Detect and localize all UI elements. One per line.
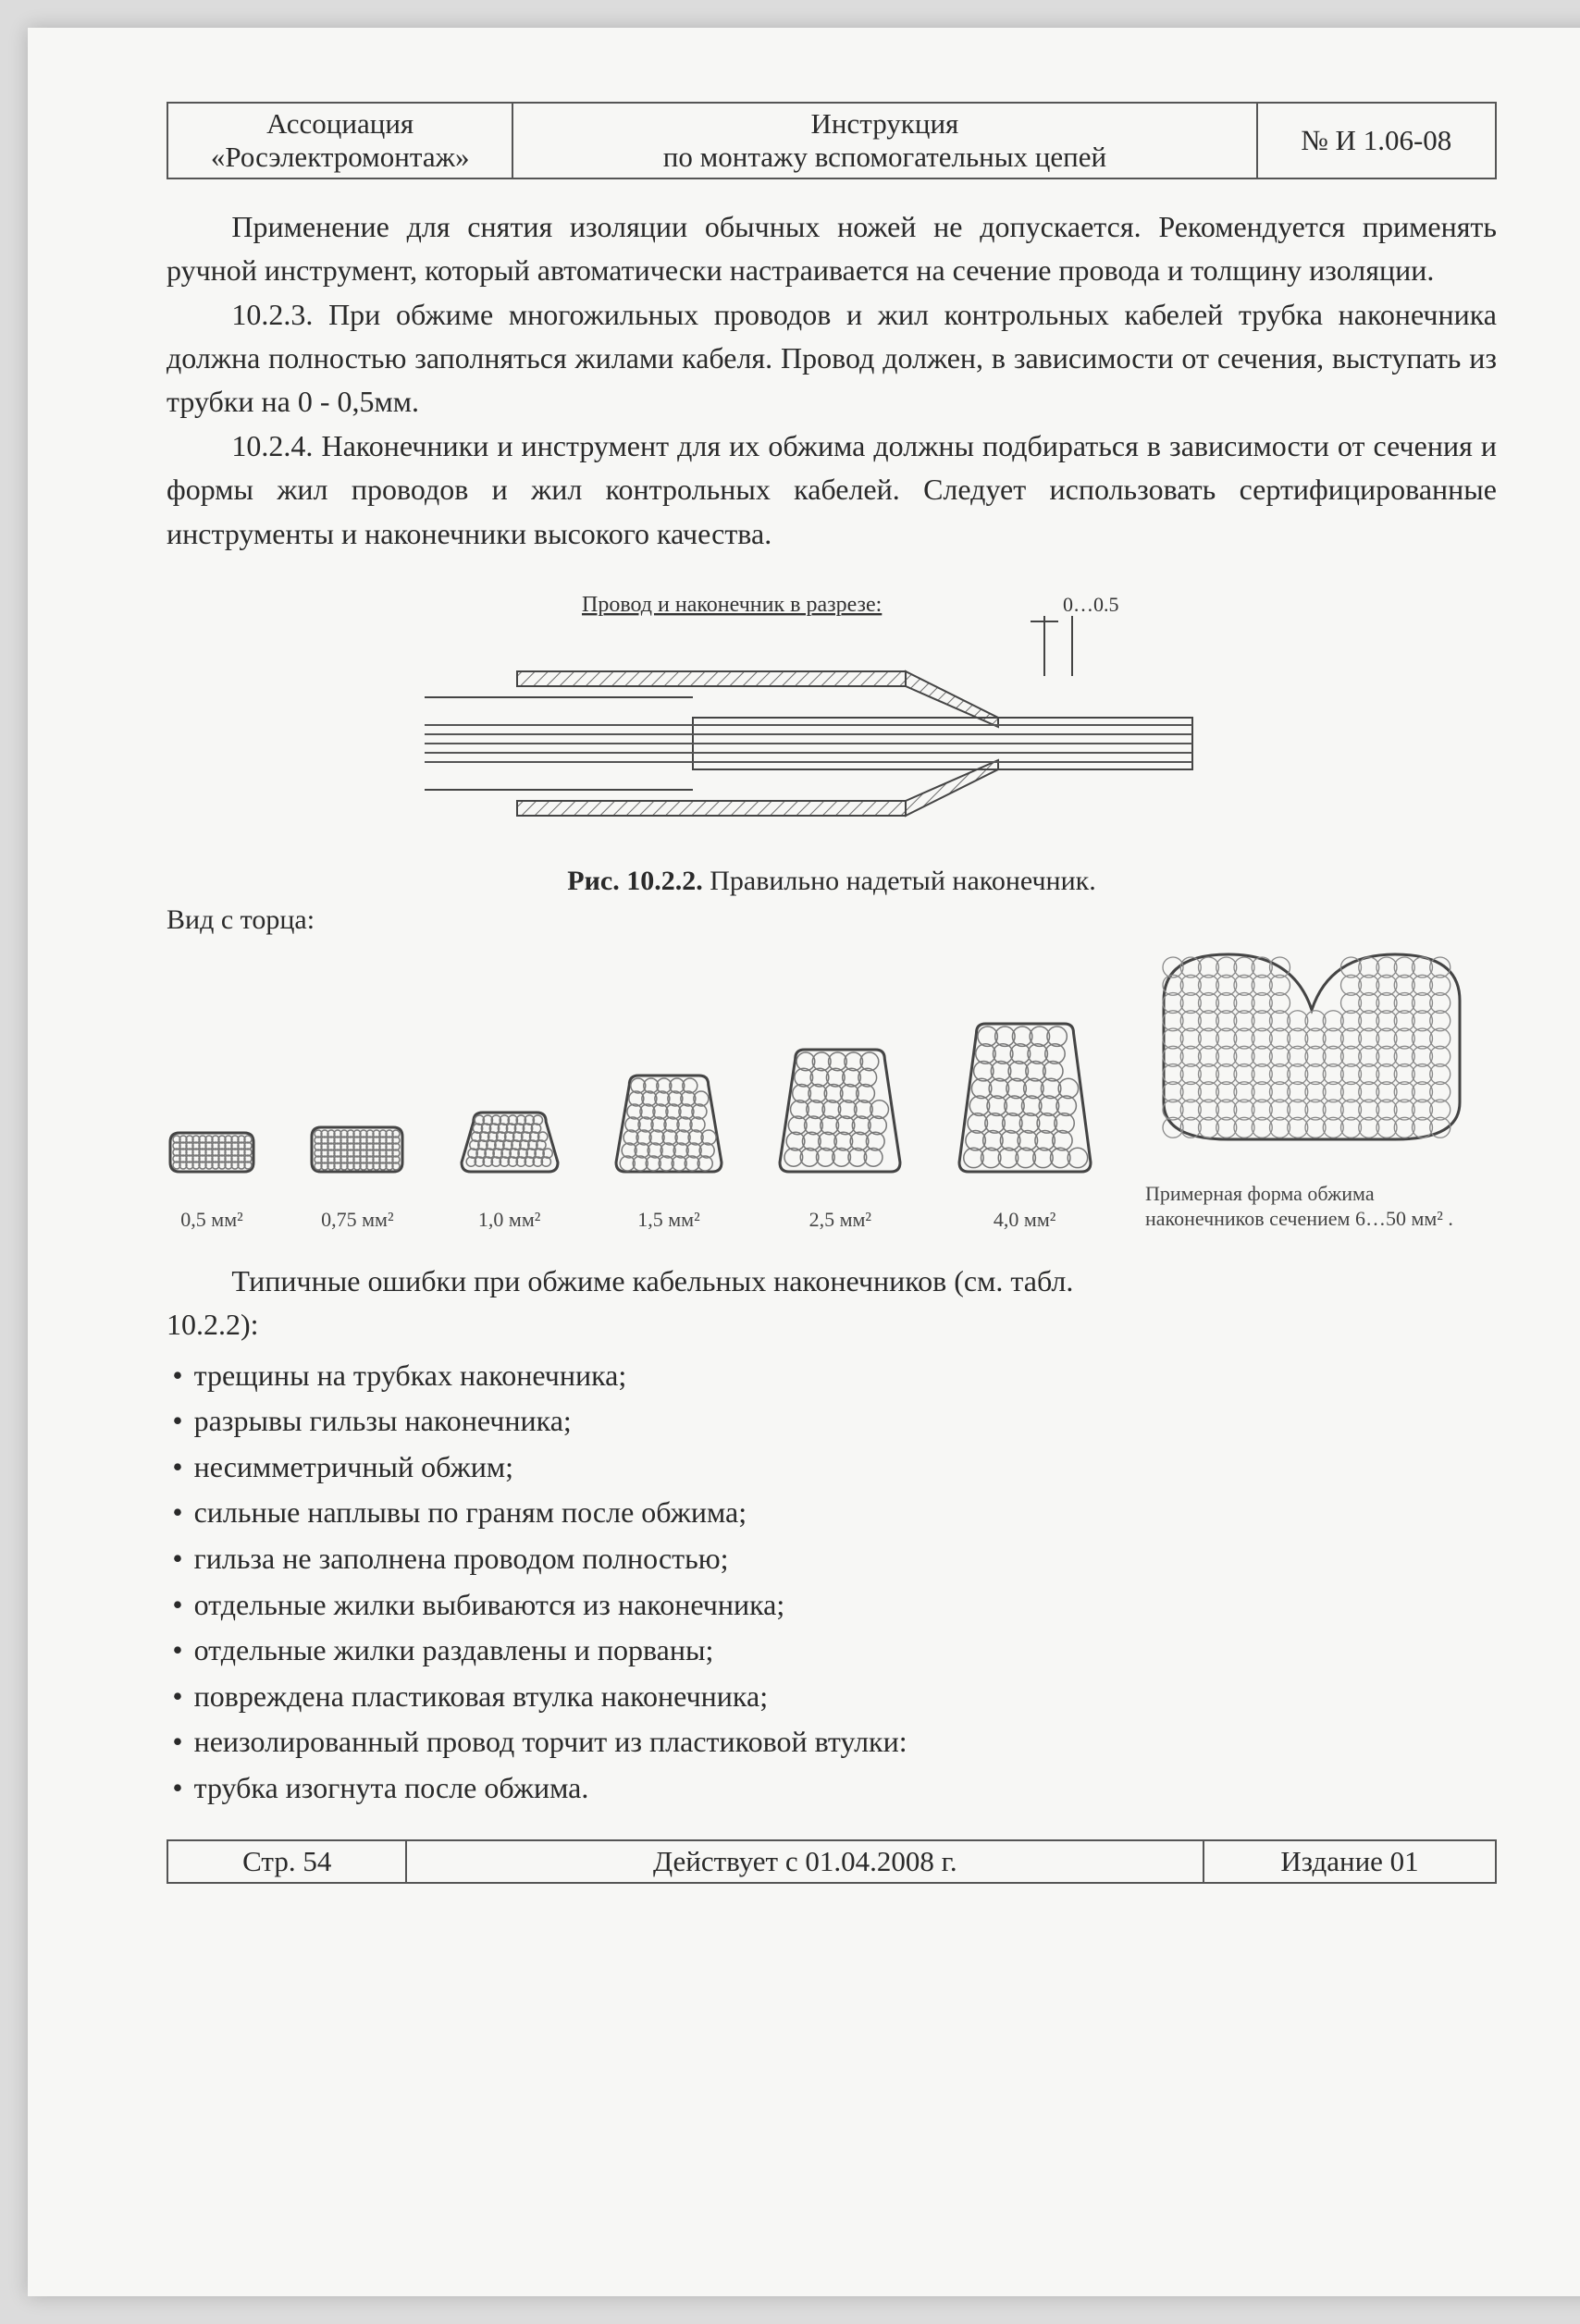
error-item: несимметричный обжим;	[172, 1445, 1497, 1491]
errors-list: трещины на трубках наконечника; разрывы …	[167, 1353, 1497, 1812]
footer-edition: Издание 01	[1204, 1840, 1496, 1883]
error-item: неизолированный провод торчит из пластик…	[172, 1719, 1497, 1765]
shape-2: 1,0 мм²	[458, 1109, 562, 1232]
dim-label: 0…0.5	[1063, 593, 1119, 616]
error-item: отдельные жилки выбиваются из наконечник…	[172, 1582, 1497, 1629]
shape-label-3: 1,5 мм²	[612, 1208, 725, 1232]
header-org: Ассоциация «Росэлектромонтаж»	[167, 103, 512, 178]
shape-last: Примерная форма обжима наконечников сече…	[1145, 945, 1497, 1232]
figure-caption-rest: Правильно надетый наконечник.	[703, 866, 1096, 896]
document-page: Ассоциация «Росэлектромонтаж» Инструкция…	[28, 28, 1580, 2296]
diagram-title: Провод и наконечник в разрезе:	[582, 593, 882, 617]
error-item: сильные наплывы по граням после обжима;	[172, 1490, 1497, 1536]
shape-label-0: 0,5 мм²	[167, 1208, 257, 1232]
header-code: № И 1.06-08	[1257, 103, 1496, 178]
errors-intro-a: Типичные ошибки при обжиме кабельных нак…	[231, 1264, 1073, 1297]
error-item: гильза не заполнена проводом полностью;	[172, 1536, 1497, 1582]
shape-5: 4,0 мм²	[956, 1020, 1094, 1232]
error-item: трещины на трубках наконечника;	[172, 1353, 1497, 1399]
shape-3: 1,5 мм²	[612, 1072, 725, 1232]
footer-table: Стр. 54 Действует с 01.04.2008 г. Издани…	[167, 1839, 1497, 1884]
shape-label-4: 2,5 мм²	[776, 1208, 904, 1232]
figure-caption-bold: Рис. 10.2.2.	[567, 866, 702, 896]
footer-page: Стр. 54	[167, 1840, 406, 1883]
body-text: Применение для снятия изоляции обычных н…	[167, 205, 1497, 556]
paragraph-1: Применение для снятия изоляции обычных н…	[167, 205, 1497, 293]
errors-intro: Типичные ошибки при обжиме кабельных нак…	[167, 1260, 1497, 1347]
shape-label-1: 0,75 мм²	[308, 1208, 406, 1232]
cross-section-svg: Провод и наконечник в разрезе: 0…0.5	[369, 588, 1294, 847]
header-title-line2: по монтажу вспомогательных цепей	[523, 141, 1246, 174]
error-item: разрывы гильзы наконечника;	[172, 1398, 1497, 1445]
errors-intro-b: 10.2.2):	[167, 1303, 1497, 1346]
header-org-line1: Ассоциация	[178, 107, 502, 141]
header-org-line2: «Росэлектромонтаж»	[178, 141, 502, 174]
paragraph-3: 10.2.4. Наконечники и инструмент для их …	[167, 424, 1497, 556]
shape-label-5: 4,0 мм²	[956, 1208, 1094, 1232]
error-item: трубка изогнута после обжима.	[172, 1765, 1497, 1812]
shape-label-2: 1,0 мм²	[458, 1208, 562, 1232]
shape-0: 0,5 мм²	[167, 1129, 257, 1232]
shape-label-last: Примерная форма обжима наконечников сече…	[1145, 1181, 1497, 1232]
error-item: отдельные жилки раздавлены и порваны;	[172, 1628, 1497, 1674]
shapes-row: 0,5 мм² 0,75 мм² 1,0 мм² 1,5 мм² 2,5 мм²…	[167, 945, 1497, 1232]
error-item: повреждена пластиковая втулка наконечник…	[172, 1674, 1497, 1720]
footer-effective: Действует с 01.04.2008 г.	[406, 1840, 1204, 1883]
header-title-line1: Инструкция	[523, 107, 1246, 141]
shape-1: 0,75 мм²	[308, 1124, 406, 1232]
figure-caption: Рис. 10.2.2. Правильно надетый наконечни…	[167, 866, 1497, 897]
figure-cross-section: Провод и наконечник в разрезе: 0…0.5	[233, 588, 1430, 847]
header-table: Ассоциация «Росэлектромонтаж» Инструкция…	[167, 102, 1497, 179]
shape-4: 2,5 мм²	[776, 1046, 904, 1232]
paragraph-2: 10.2.3. При обжиме многожильных проводов…	[167, 293, 1497, 424]
header-title: Инструкция по монтажу вспомогательных це…	[512, 103, 1256, 178]
side-view-label: Вид с торца:	[167, 904, 1497, 936]
